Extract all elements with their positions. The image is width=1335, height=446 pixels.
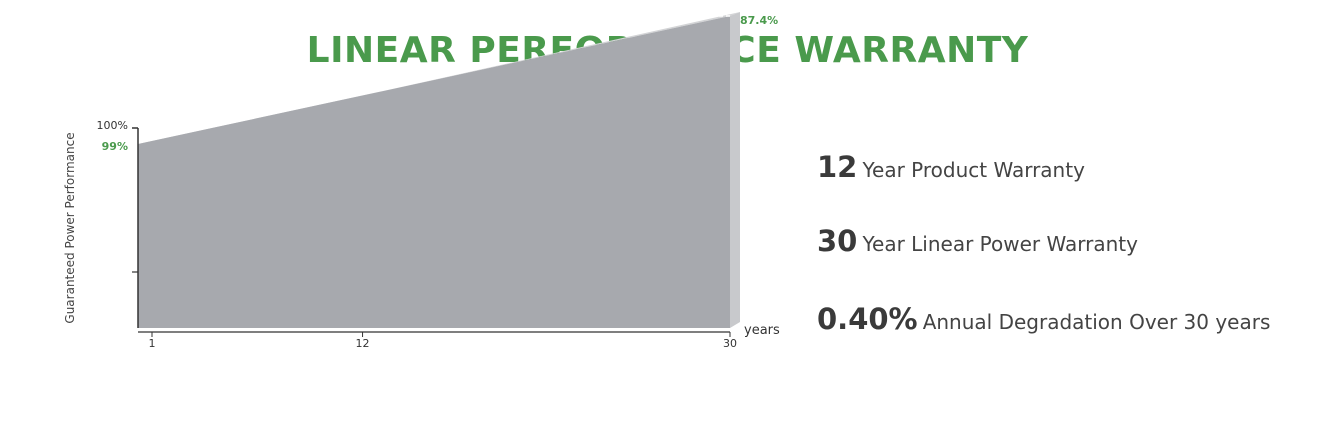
warranty-item-power: 30 Year Linear Power Warranty — [817, 224, 1138, 258]
warranty-text: Year Product Warranty — [862, 158, 1085, 182]
warranty-item-product: 12 Year Product Warranty — [817, 150, 1085, 184]
warranty-item-degradation: 0.40% Annual Degradation Over 30 years — [817, 302, 1270, 336]
warranty-number: 12 — [817, 150, 858, 184]
x-tick-label: 12 — [356, 337, 370, 350]
x-tick-label: 30 — [723, 337, 737, 350]
area-series — [138, 16, 730, 328]
warranty-chart: 1 12 30 100% 99% 87.4% years Guaranteed Power P… — [63, 12, 780, 350]
data-label: 99% — [102, 140, 128, 153]
x-axis-label: years — [744, 323, 780, 338]
warranty-number: 30 — [817, 224, 858, 258]
x-tick-label: 1 — [149, 337, 156, 350]
y-tick-label: 100% — [97, 119, 128, 132]
warranty-text: Year Linear Power Warranty — [862, 232, 1138, 256]
data-label: 87.4% — [740, 14, 778, 27]
warranty-text: Annual Degradation Over 30 years — [922, 310, 1271, 334]
warranty-number: 0.40% — [817, 302, 918, 336]
area-side-face — [730, 12, 740, 328]
y-axis-label: Guaranteed Power Performance — [63, 132, 77, 323]
